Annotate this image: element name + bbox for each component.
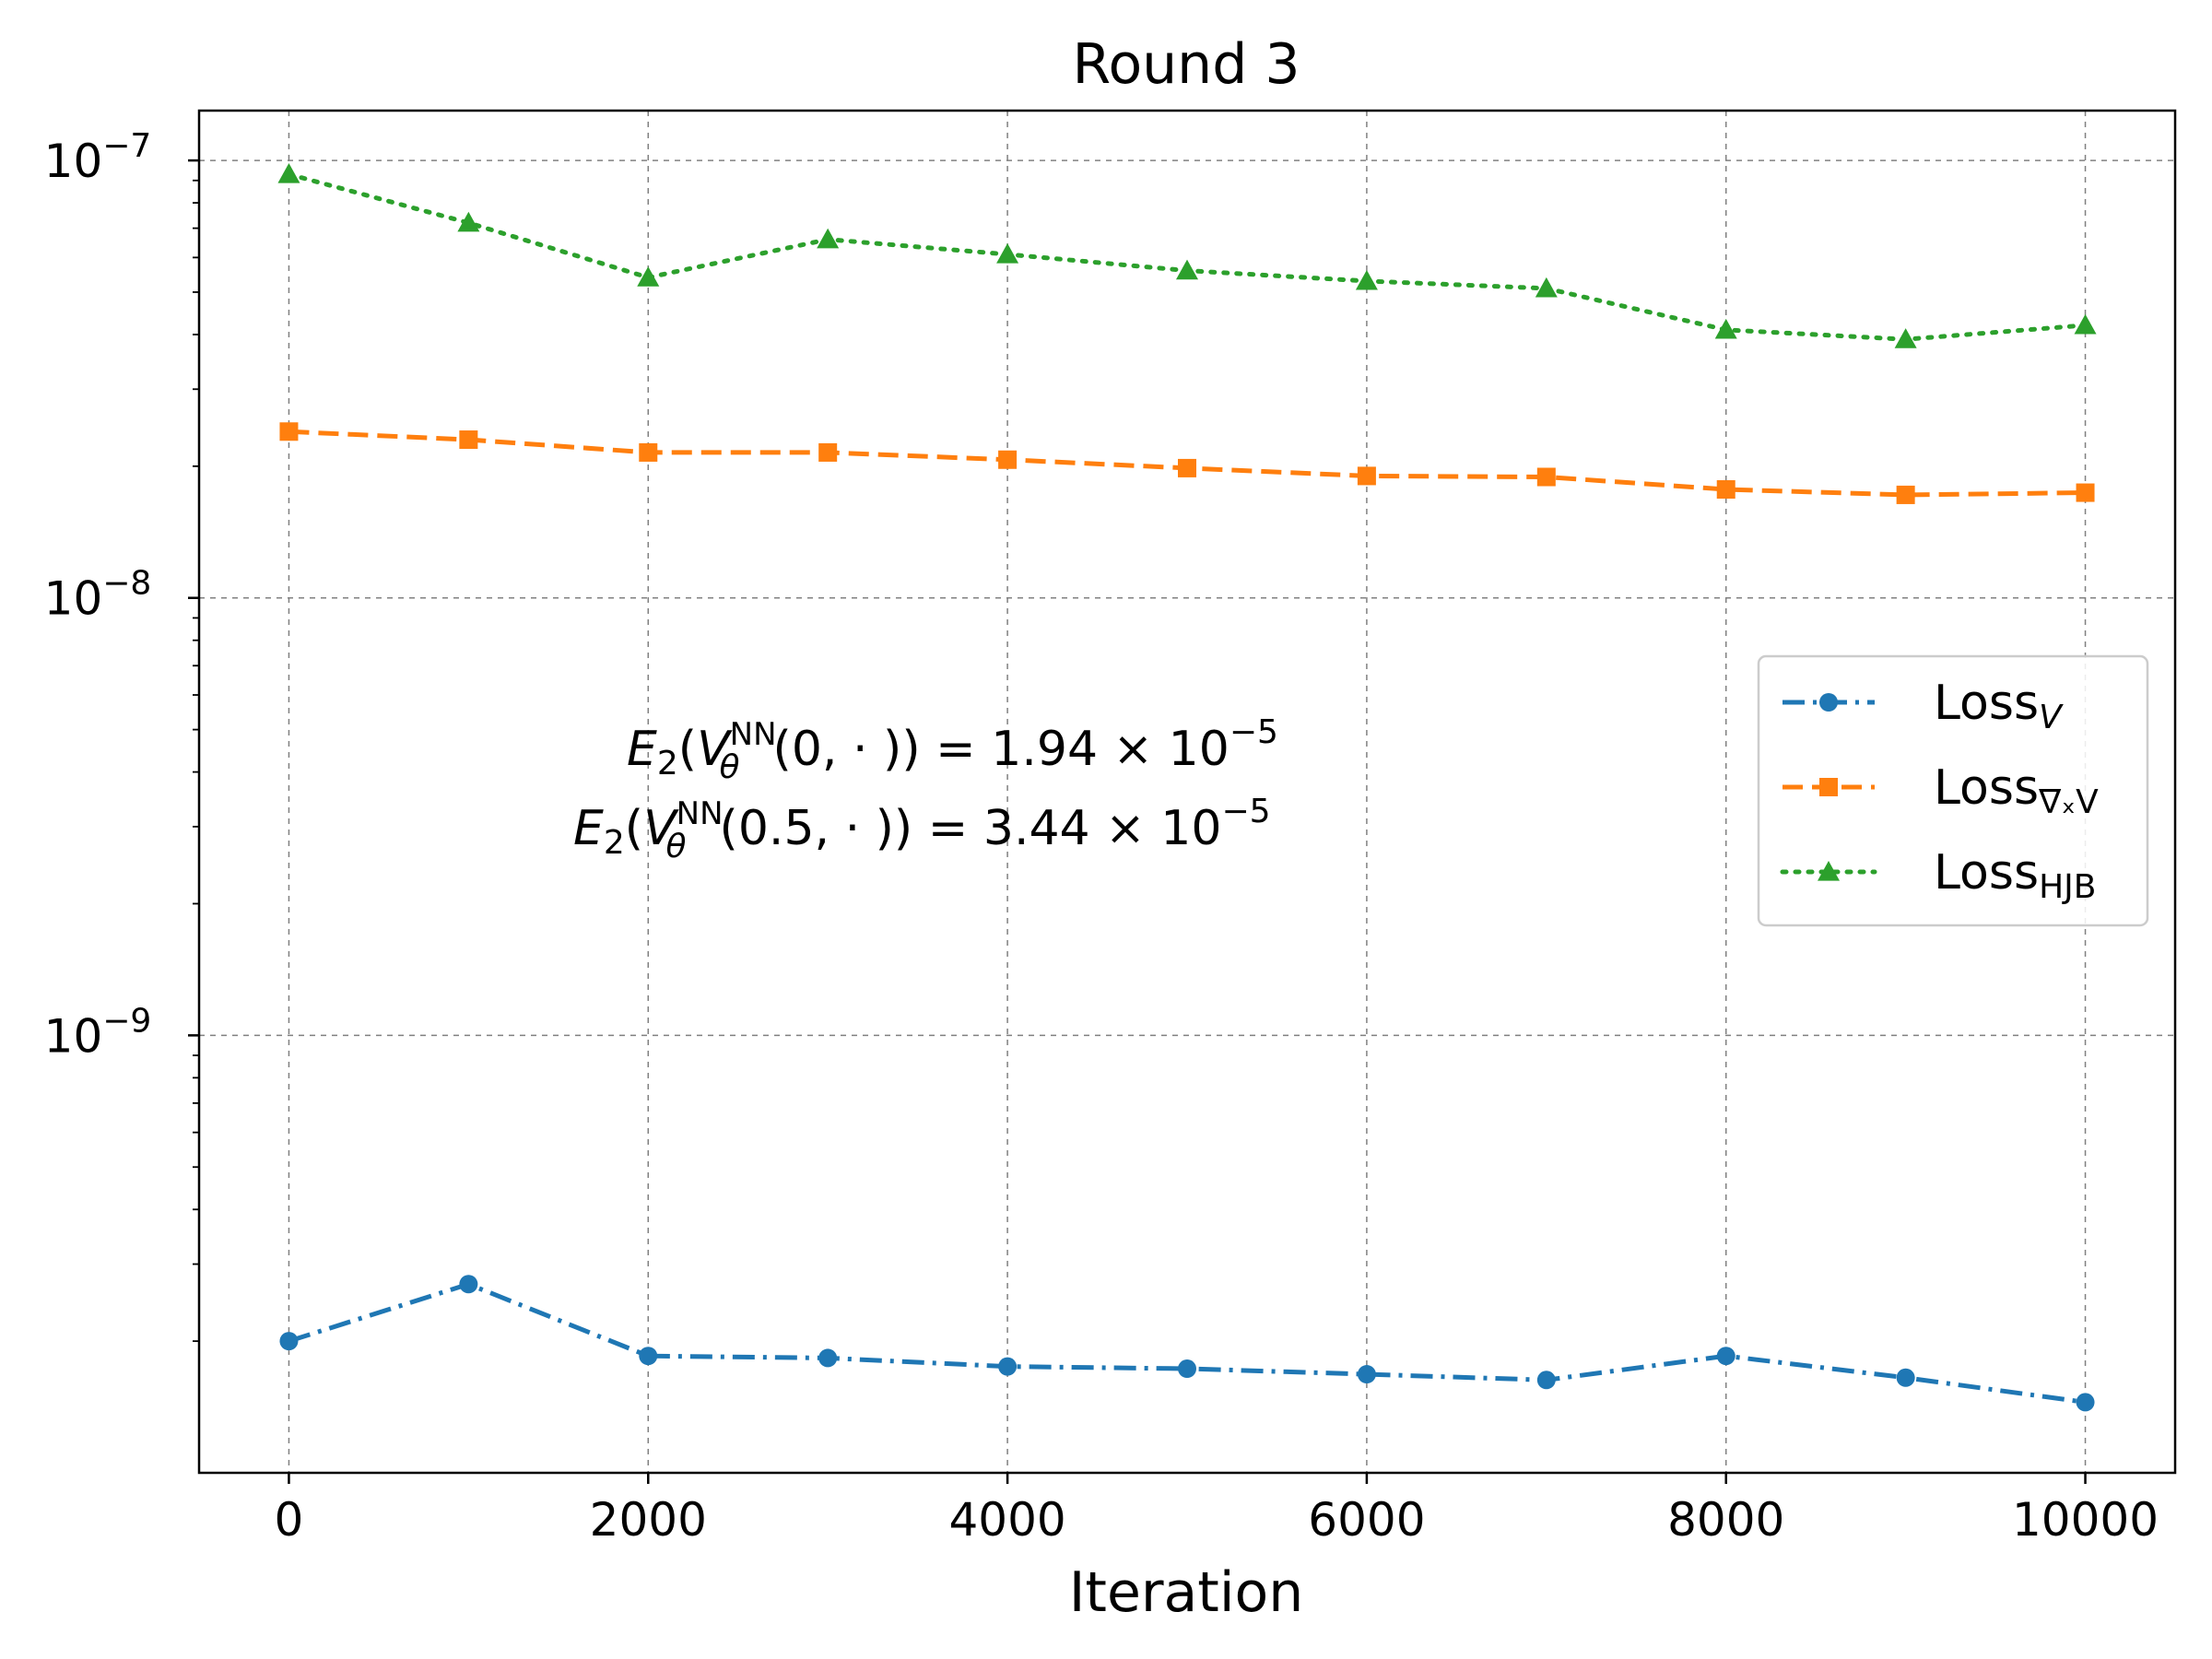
x-tick-label: 10000 [2012,1493,2159,1547]
data-point-lossGradV [1896,485,1915,504]
grid-lines [199,111,2175,1473]
data-point-lossV [2076,1393,2095,1412]
series-layer [277,163,2097,1412]
legend-frame [1757,654,2149,927]
y-tick-label: 10−7 [44,127,152,188]
data-point-lossHJB [2074,313,2097,335]
data-point-lossGradV [818,442,838,462]
data-point-lossGradV [459,430,478,450]
data-point-lossV [1536,1371,1556,1390]
x-tick-label: 8000 [1667,1493,1784,1547]
data-point-lossV [1896,1368,1915,1387]
x-axis-ticks: 0 2000 4000 6000 8000 10000 [275,1473,2159,1547]
data-point-lossHJB [637,266,660,287]
data-point-lossGradV [998,450,1018,469]
data-point-lossV [459,1275,478,1294]
legend-label: LossHJB [1934,845,2096,906]
data-point-lossHJB [457,211,480,232]
x-tick-label: 2000 [590,1493,707,1547]
data-point-lossGradV [1536,467,1556,487]
series-lossHJB [277,163,2097,348]
data-point-lossHJB [996,242,1019,264]
data-point-lossGradV [1357,466,1376,486]
data-point-lossV [1716,1347,1735,1366]
legend-marker [1819,693,1838,712]
data-point-lossHJB [1355,269,1378,290]
x-tick-label: 6000 [1308,1493,1425,1547]
data-point-lossGradV [639,442,658,462]
legend-entry-lossV: LossV [1783,676,2064,736]
x-tick-label: 0 [275,1493,304,1547]
data-point-lossGradV [1178,458,1196,477]
data-point-lossHJB [1714,318,1737,339]
chart-title: Round 3 [1072,32,1300,97]
data-point-lossV [279,1332,299,1351]
data-point-lossHJB [277,163,300,183]
data-point-lossV [1357,1365,1376,1384]
data-point-lossHJB [1176,259,1198,280]
plot-frame [197,109,2177,1475]
data-point-lossV [998,1357,1018,1376]
series-line-lossHJB [286,171,2088,342]
y-tick-label: 10−8 [44,565,152,626]
legend-label: Loss∇ₓV [1934,760,2099,821]
data-point-lossV [818,1348,838,1368]
legend-entry-lossHJB: LossHJB [1780,845,2096,906]
series-lossGradV [279,422,2095,504]
data-point-lossHJB [1894,328,1917,348]
legend-entry-lossGradV: Loss∇ₓV [1783,760,2099,821]
series-line-lossV [288,1281,2086,1405]
annotation-box: E2(VNN θ (0, · )) = 1.94 × 10−5E2(VNN θ (0.5… [573,713,1278,865]
y-axis-ticks: 10−9 10−8 10−7 [44,127,199,1343]
data-point-lossGradV [1716,480,1735,500]
data-point-lossHJB [1535,276,1558,298]
error-annotation: E2(VNN θ (0.5, · )) = 3.44 × 10−5 [573,793,1271,865]
legend: LossV Loss∇ₓV LossHJB [1757,654,2149,927]
x-axis-label: Iteration [1069,1560,1304,1625]
error-annotation: E2(VNN θ (0, · )) = 1.94 × 10−5 [627,713,1278,786]
legend-label: LossV [1934,676,2064,736]
x-tick-label: 4000 [948,1493,1065,1547]
data-point-lossGradV [2076,483,2095,502]
legend-marker [1819,778,1838,796]
legend-marker [1818,861,1840,881]
y-tick-label: 10−9 [44,1002,152,1063]
series-lossV [279,1275,2095,1412]
data-point-lossV [1178,1359,1196,1379]
data-point-lossHJB [817,228,840,249]
data-point-lossGradV [279,422,299,441]
data-point-lossV [639,1347,658,1366]
